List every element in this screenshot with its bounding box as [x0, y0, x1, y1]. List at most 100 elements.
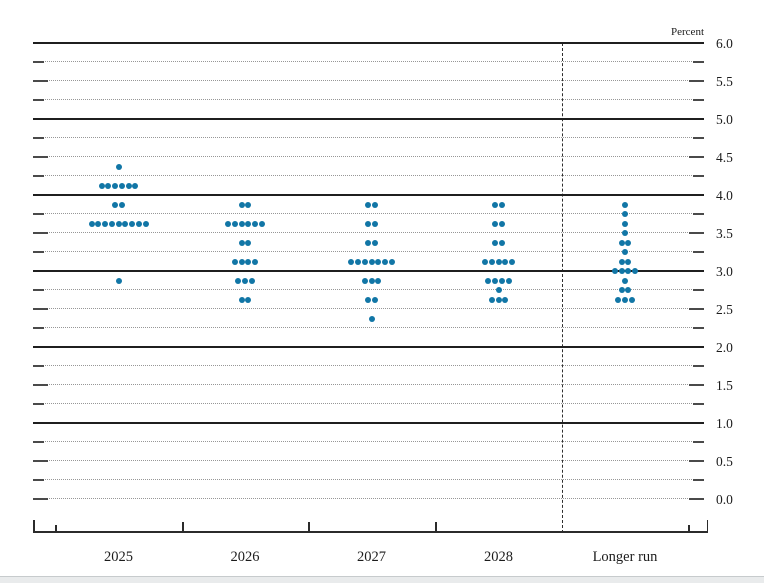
y-gridline-dotted: [33, 441, 704, 443]
y-axis-tick-label: 2.5: [716, 301, 733, 317]
projection-dot: [108, 220, 115, 227]
projection-dot: [252, 220, 259, 227]
y-gridline-left-tick: [33, 308, 48, 310]
projection-dot: [622, 230, 628, 236]
x-axis-tick: [308, 522, 310, 531]
category-label-2026: 2026: [230, 549, 260, 565]
projection-dot: [498, 220, 505, 227]
projection-dot: [632, 268, 639, 274]
projection-dot: [258, 220, 265, 227]
y-gridline-dotted: [33, 232, 704, 234]
projection-dot: [252, 258, 259, 265]
y-gridline-right-tick: [689, 460, 704, 462]
projection-dot: [142, 220, 149, 227]
y-axis-tick-label: 0.5: [716, 453, 733, 469]
y-gridline-right-tick: [693, 327, 704, 329]
y-gridline-right-tick: [689, 308, 704, 310]
y-gridline-left-tick: [33, 479, 44, 481]
projection-dot: [238, 296, 245, 303]
projection-dot: [371, 239, 378, 246]
y-gridline-left-tick: [33, 175, 44, 177]
y-gridline-left-tick: [33, 327, 44, 329]
y-gridline-right-tick: [693, 137, 704, 139]
y-gridline-right-tick: [693, 441, 704, 443]
projection-dot: [492, 239, 499, 246]
projection-dot: [625, 239, 632, 246]
projection-dot: [348, 258, 355, 265]
projection-dot: [625, 287, 632, 293]
projection-dot: [238, 201, 245, 208]
y-gridline-left-tick: [33, 232, 48, 234]
y-gridline-solid: [33, 270, 704, 272]
projection-dot: [368, 277, 375, 284]
category-label-longer-run: Longer run: [592, 549, 658, 565]
projection-dot: [95, 220, 102, 227]
y-axis-tick-label: 3.0: [716, 263, 733, 279]
y-gridline-dotted: [33, 289, 704, 291]
y-gridline-right-tick: [689, 156, 704, 158]
y-gridline-dotted: [33, 327, 704, 329]
longer-run-separator-line: [562, 43, 563, 533]
projection-dot: [132, 182, 139, 189]
projection-dot: [245, 239, 252, 246]
category-label-2025: 2025: [104, 549, 133, 565]
y-axis-tick-label: 1.0: [716, 415, 733, 431]
projection-dot: [231, 220, 238, 227]
y-gridline-left-tick: [33, 403, 44, 405]
y-axis-tick-label: 0.0: [716, 491, 733, 507]
projection-dot: [242, 277, 248, 284]
y-gridline-dotted: [33, 365, 704, 367]
projection-dot: [622, 211, 628, 217]
y-gridline-dotted: [33, 251, 704, 253]
y-gridline-right-tick: [693, 99, 704, 101]
y-axis-tick-label: 4.0: [716, 187, 733, 203]
x-axis-line: [33, 531, 708, 533]
projection-dot: [125, 182, 132, 189]
projection-dot: [498, 277, 505, 284]
y-gridline-solid: [33, 194, 704, 196]
projection-dot: [355, 258, 361, 265]
y-gridline-dotted: [33, 384, 704, 386]
projection-dot: [238, 220, 245, 227]
y-gridline-dotted: [33, 175, 704, 177]
y-gridline-right-tick: [693, 365, 704, 367]
y-gridline-left-tick: [33, 365, 44, 367]
y-gridline-dotted: [33, 479, 704, 481]
projection-dot: [98, 182, 105, 189]
projection-dot: [628, 296, 635, 303]
projection-dot: [488, 258, 495, 265]
y-gridline-right-tick: [693, 251, 704, 253]
projection-dot: [618, 268, 625, 274]
projection-dot: [488, 296, 495, 303]
y-gridline-dotted: [33, 213, 704, 215]
y-gridline-solid: [33, 346, 704, 348]
projection-dot: [492, 277, 499, 284]
projection-dot: [248, 277, 255, 284]
projection-dot: [615, 296, 622, 303]
projection-dot: [231, 258, 238, 265]
y-gridline-right-tick: [689, 384, 704, 386]
projection-dot: [225, 220, 232, 227]
y-gridline-dotted: [33, 308, 704, 310]
y-gridline-dotted: [33, 460, 704, 462]
y-gridline-left-tick: [33, 289, 44, 291]
projection-dot: [122, 220, 129, 227]
projection-dot: [622, 201, 628, 208]
projection-dot: [135, 220, 142, 227]
y-axis-tick-label: 5.0: [716, 111, 733, 127]
y-gridline-right-tick: [693, 175, 704, 177]
projection-dot: [371, 296, 378, 303]
projection-dot: [388, 258, 395, 265]
y-gridline-left-tick: [33, 156, 48, 158]
y-axis-tick-label: 4.5: [716, 149, 733, 165]
projection-dot: [245, 201, 252, 208]
projection-dot: [625, 268, 632, 274]
y-gridline-dotted: [33, 156, 704, 158]
projection-dot: [365, 201, 372, 208]
projection-dot: [498, 201, 505, 208]
y-gridline-dotted: [33, 61, 704, 63]
category-label-2028: 2028: [484, 549, 513, 565]
projection-dot: [375, 258, 382, 265]
projection-dot: [492, 220, 499, 227]
y-gridline-dotted: [33, 137, 704, 139]
